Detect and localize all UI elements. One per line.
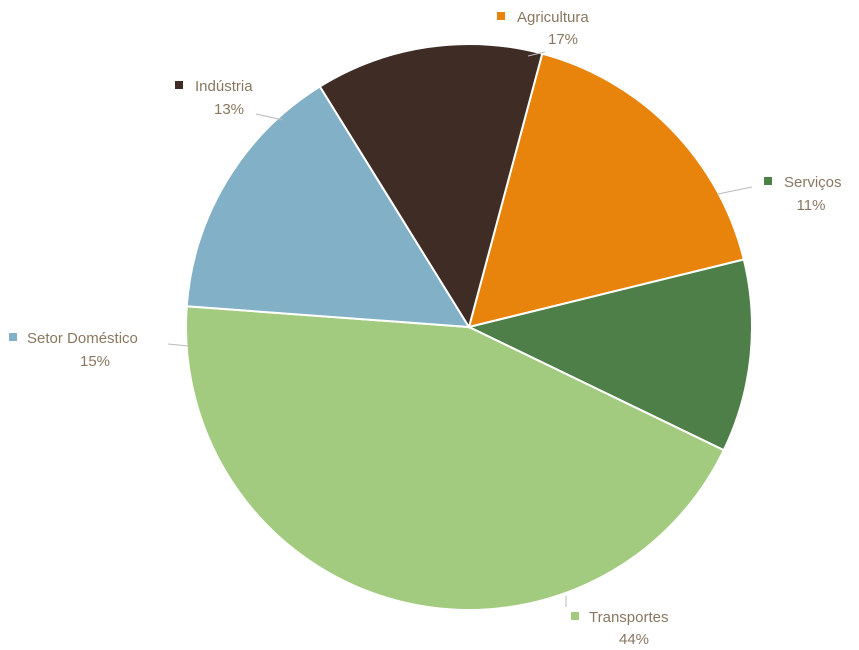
leader-line-setor-domestico: [167, 343, 189, 347]
data-label-setor-domestico: Setor Doméstico 15%: [9, 330, 138, 370]
data-label-agricultura: Agricultura 17%: [497, 9, 589, 48]
leader-lines: [167, 51, 753, 607]
legend-marker-transportes: [571, 612, 579, 620]
leader-line-industria: [255, 113, 284, 121]
pie-slice-setor-domestico: [185, 85, 471, 329]
value-label-transportes: 44%: [619, 631, 649, 648]
leader-line-agricultura: [527, 51, 546, 57]
pie-slices: [185, 43, 753, 611]
legend-marker-industria: [175, 81, 183, 89]
pie-slice-agricultura: [467, 52, 746, 329]
value-label-setor-domestico: 15%: [80, 353, 110, 370]
leader-line-servicos: [717, 186, 753, 195]
data-label-servicos: Serviços 11%: [764, 174, 842, 214]
pie-slice-industria: [318, 43, 544, 330]
value-label-agricultura: 17%: [548, 31, 578, 48]
data-label-transportes: Transportes 44%: [571, 609, 668, 648]
category-label-setor-domestico: Setor Doméstico: [27, 330, 138, 347]
legend-marker-agricultura: [497, 12, 505, 20]
pie-slice-transportes: [185, 305, 726, 611]
category-label-industria: Indústria: [195, 78, 253, 95]
category-label-servicos: Serviços: [784, 174, 842, 191]
pie-slice-servicos: [466, 258, 753, 452]
data-label-industria: Indústria 13%: [175, 78, 253, 118]
category-label-transportes: Transportes: [589, 609, 668, 626]
value-label-industria: 13%: [214, 101, 244, 118]
legend-marker-setor-domestico: [9, 333, 17, 341]
category-label-agricultura: Agricultura: [517, 9, 589, 26]
value-label-servicos: 11%: [797, 197, 826, 214]
legend-marker-servicos: [764, 177, 772, 185]
